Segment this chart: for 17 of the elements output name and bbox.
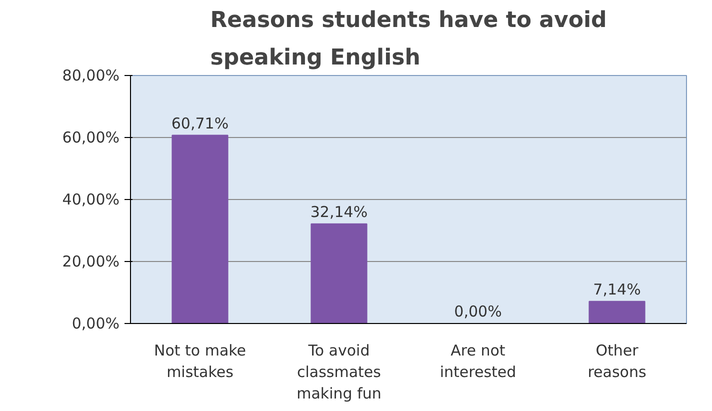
bar (172, 134, 228, 324)
data-label: 7,14% (593, 280, 641, 298)
x-tick-label: Other reasons (588, 342, 646, 382)
bar (310, 223, 368, 324)
y-tick-label: 0,00% (72, 314, 120, 332)
data-label: 32,14% (310, 202, 368, 221)
data-label: 0,00% (454, 302, 502, 320)
chart-title: Reasons students have to avoid speaking English (210, 8, 607, 70)
y-tick-label: 60,00% (62, 128, 120, 146)
y-tick-label: 40,00% (62, 190, 120, 208)
bar (588, 300, 646, 324)
x-tick-label: To avoid classmates making fun (296, 342, 382, 403)
y-tick-label: 20,00% (62, 252, 120, 270)
data-label: 60,71% (171, 114, 229, 132)
y-tick-label: 80,00% (62, 66, 120, 84)
x-tick-label: Not to make mistakes (154, 342, 246, 382)
x-tick-label: Are not interested (440, 342, 516, 382)
